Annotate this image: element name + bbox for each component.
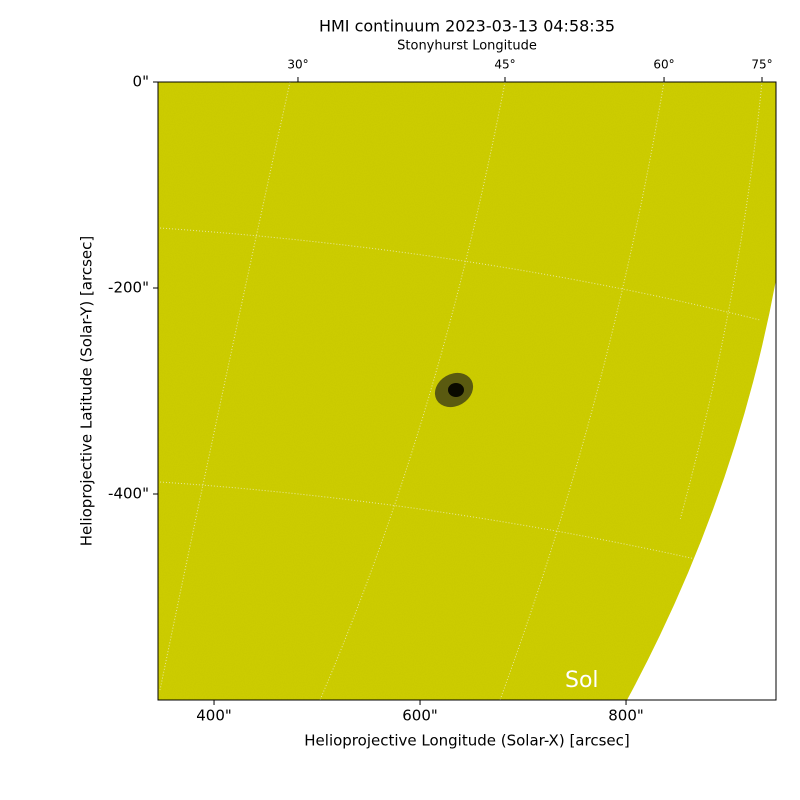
top-axis-label: Stonyhurst Longitude [397, 39, 537, 54]
grid-lon [159, 82, 291, 691]
off-disk [627, 280, 776, 700]
top-tick-label: 60° [653, 58, 674, 72]
y-tick-label: -200" [108, 279, 149, 297]
x-tick-label: 800" [608, 707, 644, 725]
top-tick-label: 30° [287, 58, 308, 72]
x-axis-label: Helioprojective Longitude (Solar-X) [arc… [304, 732, 629, 750]
y-tick-label: -400" [108, 485, 149, 503]
annotation: Sol [565, 668, 599, 693]
grid-lon [319, 82, 506, 700]
grid-lat [159, 481, 701, 561]
grid-lon [499, 82, 665, 700]
top-tick-label: 75° [751, 58, 772, 72]
y-axis-label: Helioprojective Latitude (Solar-Y) [arcs… [78, 236, 96, 546]
umbra [448, 383, 464, 397]
x-tick-label: 400" [196, 707, 232, 725]
solar-image: Sol [158, 82, 776, 700]
plot-frame [157, 81, 777, 701]
top-tick-label: 45° [494, 58, 515, 72]
y-tick-label: 0" [133, 73, 149, 91]
chart-title: HMI continuum 2023-03-13 04:58:35 [319, 17, 615, 36]
x-tick-label: 600" [402, 707, 438, 725]
grid-lon [679, 82, 763, 521]
